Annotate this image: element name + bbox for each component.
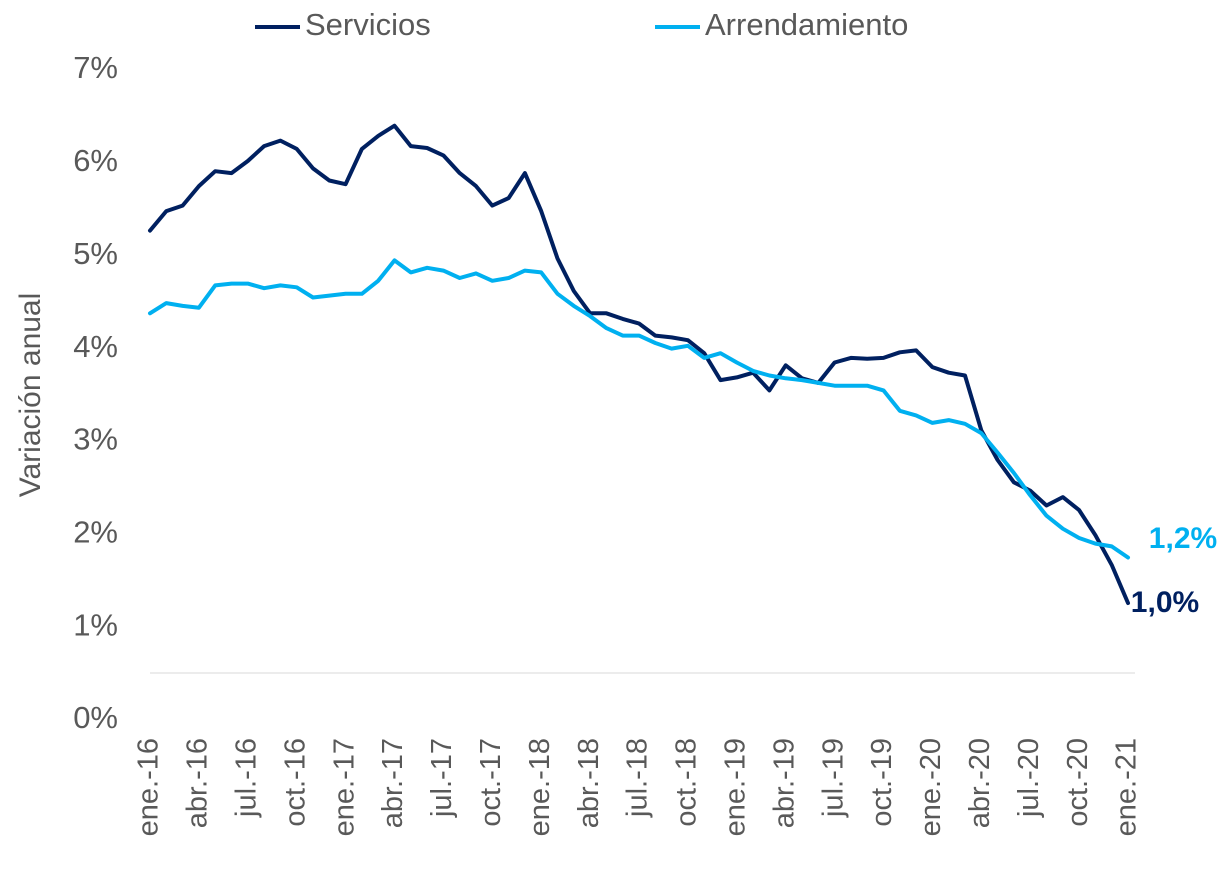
y-tick-label: 6%	[73, 143, 118, 178]
x-tick-label: jul.-17	[426, 738, 458, 818]
y-tick-label: 1%	[73, 607, 118, 642]
x-tick-label: abr.-19	[768, 738, 800, 828]
x-tick-label: jul.-19	[817, 738, 849, 818]
x-tick-label: ene.-17	[328, 738, 360, 836]
end-annotation: 1,2%	[1149, 522, 1217, 555]
y-axis-label: Variación anual	[14, 293, 47, 498]
y-tick-label: 7%	[73, 50, 118, 85]
y-tick-label: 4%	[73, 329, 118, 364]
line-series	[148, 258, 1130, 560]
y-tick-label: 3%	[73, 422, 118, 457]
legend-label: Arrendamiento	[705, 7, 908, 42]
legend-label: Servicios	[305, 7, 431, 42]
x-tick-label: oct.-18	[671, 738, 703, 827]
x-tick-label: ene.-19	[719, 738, 751, 836]
x-tick-label: ene.-18	[524, 738, 556, 836]
x-tick-label: abr.-16	[182, 738, 214, 828]
x-tick-label: oct.-19	[866, 738, 898, 827]
y-tick-label: 2%	[73, 514, 118, 549]
x-tick-label: abr.-20	[964, 738, 996, 828]
x-tick-label: abr.-18	[573, 738, 605, 828]
x-tick-label: jul.-18	[622, 738, 654, 818]
x-tick-label: jul.-20	[1013, 738, 1045, 818]
end-annotation: 1,0%	[1131, 586, 1199, 619]
x-tick-label: oct.-17	[475, 738, 507, 827]
x-tick-label: ene.-20	[915, 738, 947, 836]
y-tick-label: 0%	[73, 700, 118, 735]
x-tick-label: oct.-16	[279, 738, 311, 827]
x-tick-label: oct.-20	[1062, 738, 1094, 827]
y-tick-label: 5%	[73, 236, 118, 271]
x-tick-label: abr.-17	[377, 738, 409, 828]
x-tick-label: ene.-16	[133, 738, 165, 836]
line-series	[148, 123, 1130, 605]
x-tick-label: ene.-21	[1111, 738, 1143, 836]
x-tick-label: jul.-16	[230, 738, 262, 818]
